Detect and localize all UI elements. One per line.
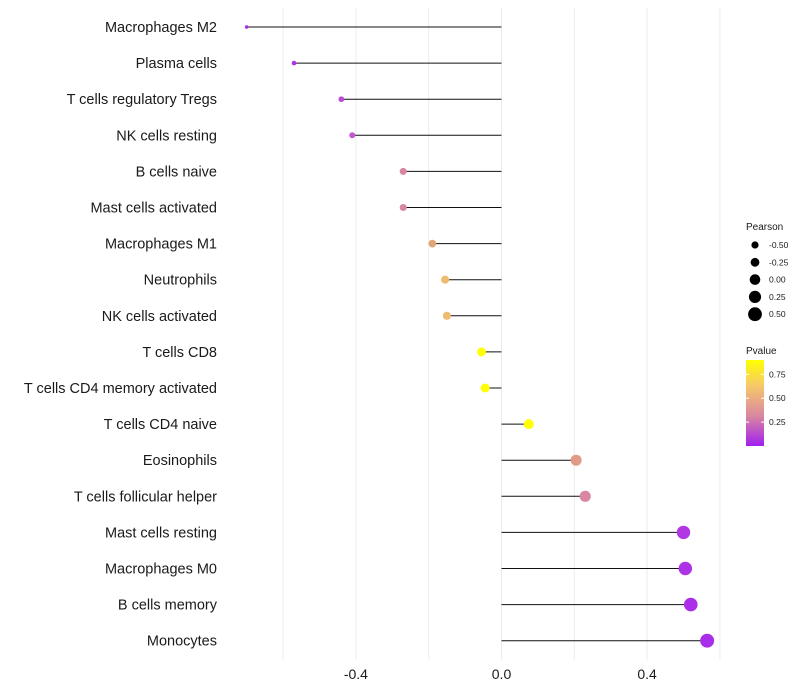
category-label: T cells CD4 naive: [104, 417, 217, 433]
category-label: Eosinophils: [143, 453, 217, 469]
lollipop-point: [579, 490, 591, 502]
x-axis-ticks: -0.4 0.0 0.4: [344, 666, 657, 682]
lollipop-point: [399, 203, 407, 212]
category-label: T cells follicular helper: [74, 489, 217, 505]
category-label: Macrophages M0: [105, 562, 217, 578]
legend-size-label: 0.25: [769, 292, 786, 302]
legend-size-key: [749, 274, 761, 285]
category-label: B cells naive: [136, 164, 217, 180]
lollipop-point: [428, 239, 437, 248]
lollipop-points: [244, 25, 715, 648]
legend-pvalue-label: 0.75: [769, 369, 786, 379]
lollipop-point: [399, 167, 407, 175]
category-label: Macrophages M2: [105, 20, 217, 36]
category-label: Mast cells resting: [105, 525, 217, 541]
legend-pvalue: Pvalue 0.75 0.50 0.25: [746, 346, 786, 446]
category-label: B cells memory: [118, 598, 218, 614]
grid-lines: [282, 8, 721, 660]
lollipop-point: [700, 633, 715, 648]
category-labels: Macrophages M2 Plasma cells T cells regula…: [24, 20, 218, 650]
category-label: T cells CD4 memory activated: [24, 381, 217, 397]
lollipop-point: [678, 561, 693, 576]
legend-size-key: [748, 290, 762, 303]
category-label: Mast cells activated: [90, 201, 217, 217]
lollipop-point: [442, 311, 451, 320]
lollipop-point: [291, 60, 297, 66]
legend-size-label: 0.00: [769, 275, 786, 285]
legend-size-label: -0.25: [769, 257, 789, 267]
legend-pvalue-label: 0.50: [769, 393, 786, 403]
lollipop-point: [477, 347, 486, 357]
legend-pvalue-colorbar: [746, 360, 764, 446]
lollipop-point: [338, 96, 345, 103]
legend-size-key: [750, 257, 760, 267]
x-tick-label: -0.4: [344, 666, 368, 682]
x-tick-label: 0.4: [637, 666, 657, 682]
legend-pearson-title: Pearson: [746, 222, 783, 233]
category-label: T cells CD8: [142, 345, 217, 361]
category-label: T cells regulatory Tregs: [67, 92, 217, 108]
category-label: NK cells resting: [116, 128, 217, 144]
category-label: Macrophages M1: [105, 237, 217, 253]
lollipop-stems: [246, 26, 708, 642]
legend-size-label: -0.50: [769, 240, 789, 250]
legend-pvalue-title: Pvalue: [746, 346, 777, 357]
legend-size-key: [748, 307, 762, 322]
lollipop-point: [676, 525, 691, 540]
category-label: Plasma cells: [136, 56, 217, 72]
lollipop-point: [441, 275, 450, 284]
legend-size-key: [751, 241, 759, 249]
lollipop-point: [480, 383, 490, 393]
lollipop-point: [570, 454, 582, 466]
legend-pvalue-label: 0.25: [769, 417, 786, 427]
lollipop-point: [244, 25, 249, 29]
x-tick-label: 0.0: [492, 666, 512, 682]
lollipop-point: [523, 419, 534, 430]
category-label: NK cells activated: [102, 309, 217, 325]
lollipop-point: [683, 597, 698, 612]
legend-size-label: 0.50: [769, 309, 786, 319]
lollipop-point: [349, 132, 356, 139]
category-label: Neutrophils: [144, 273, 217, 289]
category-label: Monocytes: [147, 634, 217, 650]
legend-pearson: Pearson -0.50 -0.25 0.00 0.25 0.50: [746, 222, 789, 322]
